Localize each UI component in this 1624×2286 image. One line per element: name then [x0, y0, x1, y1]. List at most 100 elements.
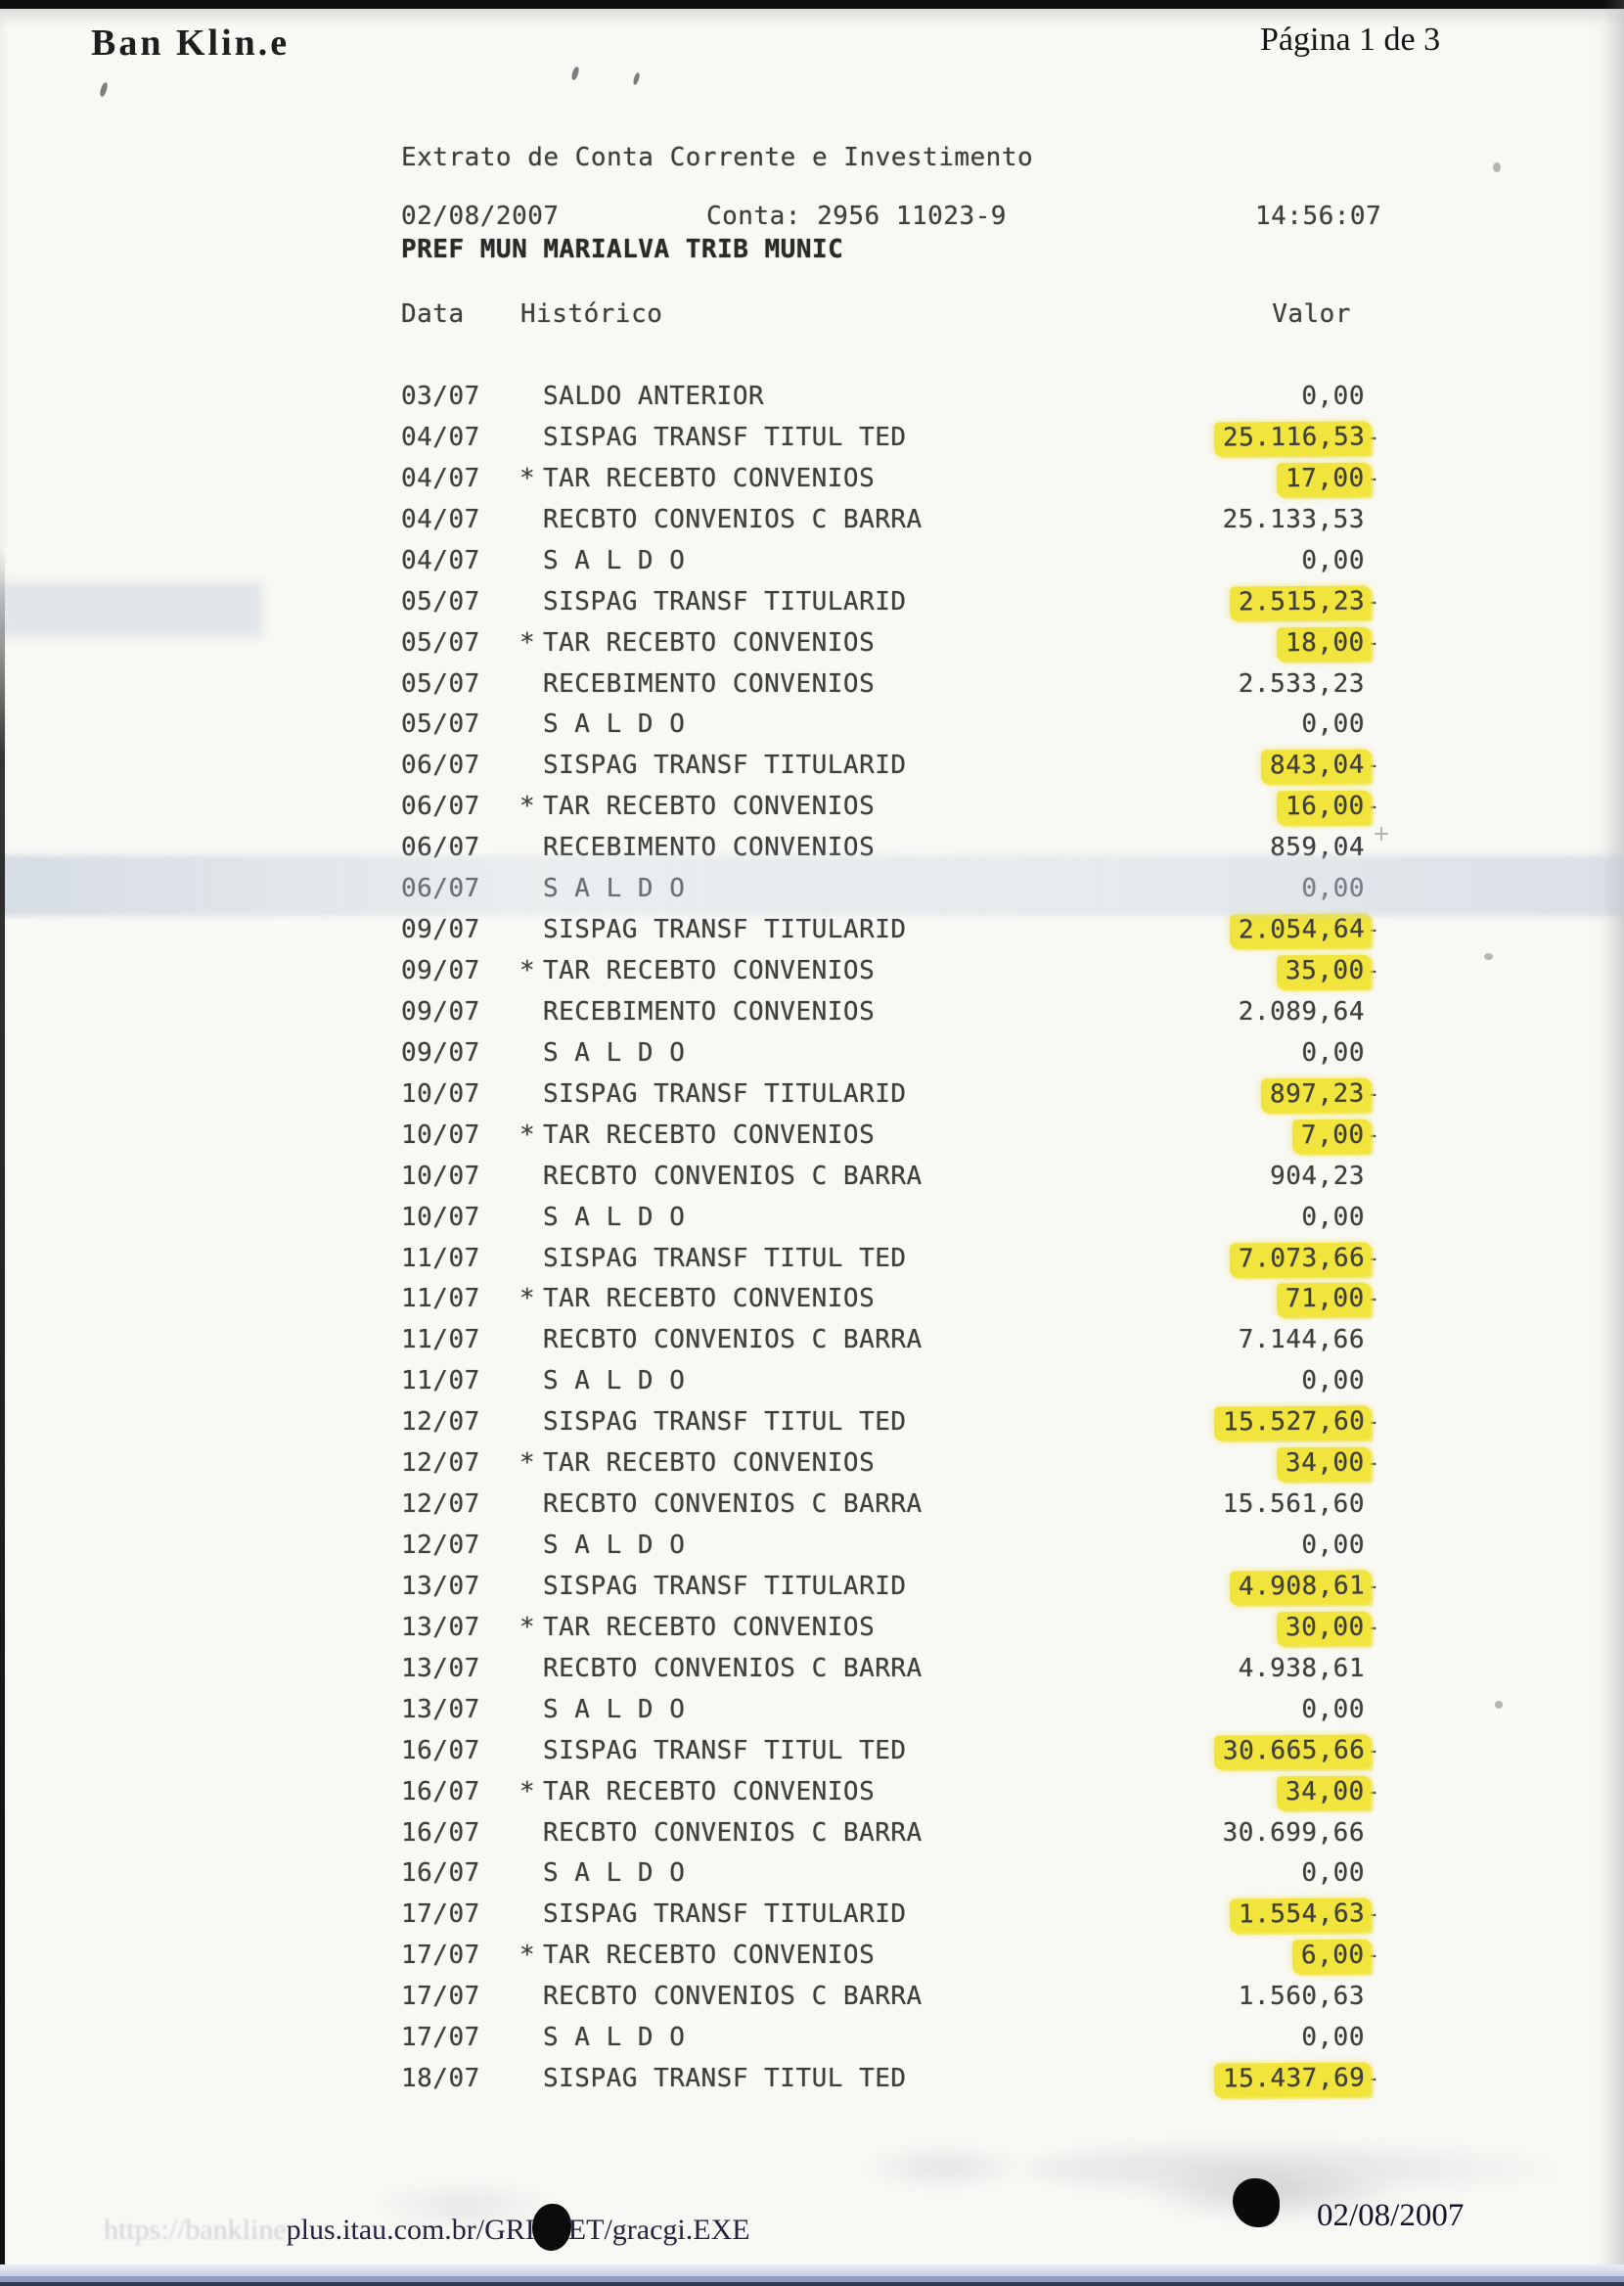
row-date: 16/07	[401, 1776, 480, 1806]
row-date: 10/07	[401, 1161, 480, 1191]
ink-speck	[570, 66, 580, 81]
row-history: RECBTO CONVENIOS C BARRA	[543, 1325, 923, 1355]
row-date: 05/07	[401, 627, 480, 658]
footer-url-faded-prefix: https://bankline	[104, 2214, 287, 2246]
table-row: 03/07 SALDO ANTERIOR 0,00	[0, 382, 1624, 415]
row-date: 13/07	[401, 1612, 480, 1642]
row-date: 10/07	[401, 1078, 480, 1109]
table-row: 13/07 SISPAG TRANSF TITULARID 4.908,61-	[0, 1570, 1624, 1606]
statement-time: 14:56:07	[1255, 202, 1382, 231]
row-value: 15.561,60	[1222, 1489, 1365, 1520]
row-value: 71,00-	[991, 1283, 1382, 1318]
row-history: SISPAG TRANSF TITUL TED	[543, 2064, 907, 2094]
row-history: S A L D O	[543, 2023, 686, 2053]
row-value: 0,00	[1301, 1366, 1365, 1396]
ink-speck	[632, 71, 641, 86]
account-holder-name: PREF MUN MARIALVA TRIB MUNIC	[401, 235, 844, 264]
row-history: SISPAG TRANSF TITULARID	[543, 1078, 907, 1109]
table-row: 17/07 S A L D O 0,00	[0, 2023, 1624, 2056]
row-date: 09/07	[401, 956, 480, 986]
row-history: SISPAG TRANSF TITULARID	[543, 915, 907, 945]
table-row: 06/07 SISPAG TRANSF TITULARID 843,04-	[0, 749, 1624, 785]
row-date: 10/07	[401, 1202, 480, 1232]
footer-date: 02/08/2007	[1317, 2198, 1465, 2233]
row-history: S A L D O	[543, 1202, 686, 1232]
table-row: 17/07 RECBTO CONVENIOS C BARRA 1.560,63	[0, 1982, 1624, 2015]
row-value: 4.938,61	[1238, 1653, 1365, 1683]
row-date: 06/07	[401, 751, 480, 781]
table-row: 11/07 S A L D O 0,00	[0, 1366, 1624, 1399]
ink-speck	[99, 81, 109, 98]
row-value: 30.699,66	[1222, 1817, 1365, 1848]
table-row: 13/07 RECBTO CONVENIOS C BARRA 4.938,61	[0, 1654, 1624, 1687]
row-value: 30.665,66-	[991, 1734, 1382, 1770]
row-history: TAR RECEBTO CONVENIOS	[543, 1941, 876, 1971]
scan-smudge	[372, 2180, 558, 2231]
row-value: 904,23	[1270, 1161, 1365, 1191]
row-history: SISPAG TRANSF TITUL TED	[543, 1735, 907, 1765]
table-row: 11/07 * TAR RECEBTO CONVENIOS 71,00-	[0, 1283, 1624, 1318]
row-value: 16,00-	[991, 790, 1382, 826]
row-history: SISPAG TRANSF TITUL TED	[543, 422, 907, 452]
table-row: 05/07 * TAR RECEBTO CONVENIOS 18,00-	[0, 626, 1624, 662]
scan-bottom-edge	[0, 2264, 1624, 2276]
row-history: TAR RECEBTO CONVENIOS	[543, 1776, 876, 1806]
row-date: 12/07	[401, 1489, 480, 1520]
row-date: 04/07	[401, 463, 480, 493]
row-history: SALDO ANTERIOR	[543, 382, 765, 411]
row-date: 12/07	[401, 1531, 480, 1561]
table-row: 17/07 * TAR RECEBTO CONVENIOS 6,00-	[0, 1940, 1624, 1975]
row-star-marker: *	[519, 463, 536, 493]
row-date: 09/07	[401, 1037, 480, 1068]
row-date: 05/07	[401, 709, 480, 740]
row-history: S A L D O	[543, 1531, 686, 1561]
row-date: 16/07	[401, 1858, 480, 1889]
row-star-marker: *	[519, 627, 536, 658]
row-history: TAR RECEBTO CONVENIOS	[543, 1612, 876, 1642]
row-value: 30,00-	[991, 1611, 1382, 1647]
row-star-marker: *	[519, 1284, 536, 1314]
row-value: 2.533,23	[1238, 668, 1365, 699]
row-date: 17/07	[401, 2023, 480, 2053]
row-star-marker: *	[519, 1448, 536, 1479]
row-value: 15.527,60-	[991, 1405, 1382, 1441]
table-row: 12/07 RECBTO CONVENIOS C BARRA 15.561,60	[0, 1489, 1624, 1523]
row-history: S A L D O	[543, 1694, 686, 1724]
row-value: 34,00-	[991, 1775, 1382, 1810]
row-date: 13/07	[401, 1694, 480, 1724]
row-history: RECEBIMENTO CONVENIOS	[543, 668, 876, 699]
footer-url: https://banklineplus.itau.com.br/GRI ET/g…	[104, 2204, 750, 2251]
scan-top-shadow	[0, 9, 1624, 26]
row-star-marker: *	[519, 1120, 536, 1150]
table-row: 12/07 * TAR RECEBTO CONVENIOS 34,00-	[0, 1446, 1624, 1483]
row-history: RECBTO CONVENIOS C BARRA	[543, 1653, 923, 1683]
table-row: 13/07 * TAR RECEBTO CONVENIOS 30,00-	[0, 1611, 1624, 1647]
table-row: 12/07 S A L D O 0,00	[0, 1531, 1624, 1564]
scan-artifact-band	[0, 855, 1624, 916]
row-value: 0,00	[1301, 2023, 1365, 2053]
footer-url-after-blob: ET/gracgi.EXE	[567, 2214, 750, 2246]
row-value: 0,00	[1301, 709, 1365, 740]
row-value: 0,00	[1301, 1202, 1365, 1232]
row-history: TAR RECEBTO CONVENIOS	[543, 1120, 876, 1150]
row-value: 1.560,63	[1238, 1982, 1365, 2012]
row-date: 11/07	[401, 1366, 480, 1396]
row-history: SISPAG TRANSF TITULARID	[543, 586, 907, 617]
row-date: 11/07	[401, 1325, 480, 1355]
row-value: 897,23-	[991, 1077, 1382, 1114]
row-value: 25.116,53-	[991, 421, 1382, 457]
scan-smudge	[1027, 2138, 1575, 2199]
row-value: 2.089,64	[1238, 996, 1365, 1027]
column-header-value: Valor	[1272, 299, 1351, 329]
row-value: 0,00	[1301, 1858, 1365, 1889]
table-row: 05/07 RECEBIMENTO CONVENIOS 2.533,23	[0, 669, 1624, 703]
table-row: 17/07 SISPAG TRANSF TITULARID 1.554,63-	[0, 1897, 1624, 1934]
row-date: 04/07	[401, 504, 480, 534]
row-date: 16/07	[401, 1817, 480, 1848]
ink-speck	[1484, 953, 1493, 960]
row-date: 04/07	[401, 545, 480, 575]
row-history: TAR RECEBTO CONVENIOS	[543, 1284, 876, 1314]
row-value: 0,00	[1301, 1037, 1365, 1068]
row-date: 10/07	[401, 1120, 480, 1150]
page-indicator: Página 1 de 3	[1260, 22, 1441, 58]
